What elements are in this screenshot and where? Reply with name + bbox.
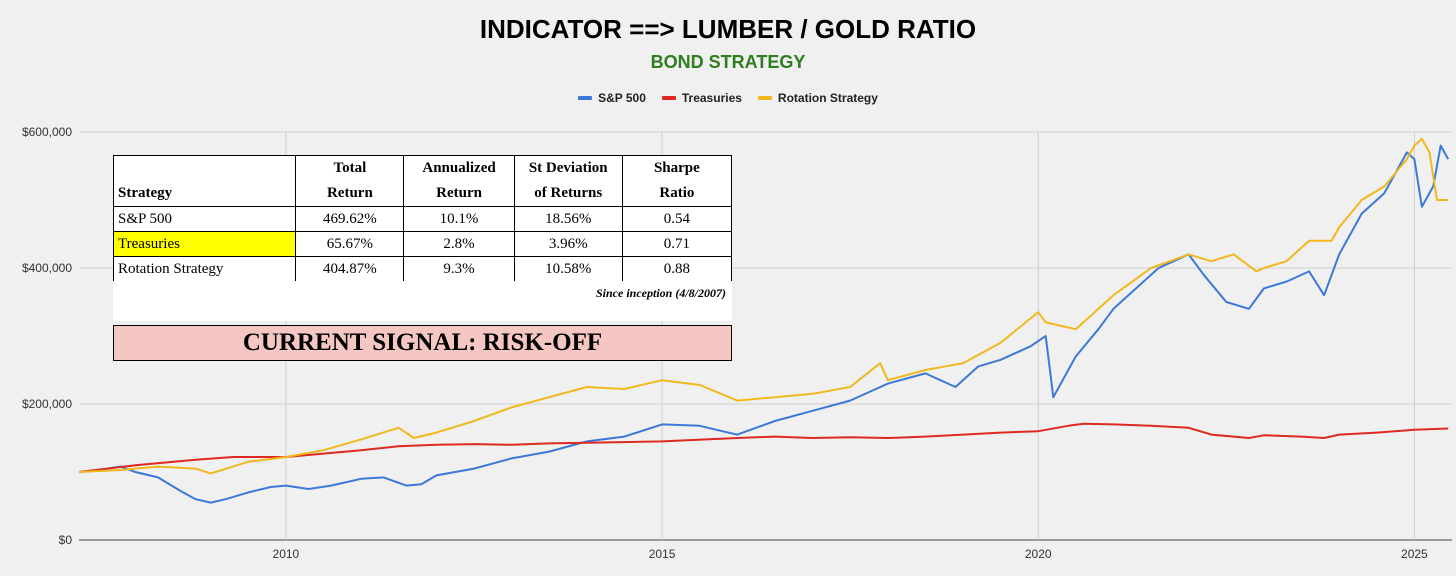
chart-subtitle: BOND STRATEGY — [650, 52, 806, 72]
legend-label-sp500: S&P 500 — [598, 91, 646, 105]
legend-item-rotation[interactable]: Rotation Strategy — [757, 91, 878, 105]
legend-label-treasuries: Treasuries — [681, 91, 742, 105]
series-lines — [78, 137, 1450, 504]
cell-annualized-return: 9.3% — [403, 256, 515, 282]
cell-total-return: 469.62% — [295, 206, 405, 232]
stats-table: Strategy Total Return Annualized Return St… — [112, 155, 733, 282]
series-line-treasuries — [78, 422, 1449, 473]
legend-label-rotation: Rotation Strategy — [777, 91, 878, 105]
cell-st-deviation: 3.96% — [513, 231, 623, 257]
table-row: Treasuries 65.67% 2.8% 3.96% 0.71 — [112, 231, 733, 257]
cell-sharpe-ratio: 0.54 — [621, 206, 733, 232]
series-line-sp500 — [78, 144, 1450, 504]
y-tick-label: $400,000 — [22, 261, 72, 275]
cell-strategy: Rotation Strategy — [112, 256, 297, 282]
cell-st-deviation: 18.56% — [513, 206, 623, 232]
y-tick-label: $200,000 — [22, 397, 72, 411]
current-signal-banner: CURRENT SIGNAL: RISK-OFF — [113, 325, 732, 361]
legend-swatch-sp500 — [578, 96, 593, 100]
cell-annualized-return: 2.8% — [403, 231, 515, 257]
chart-title: INDICATOR ==> LUMBER / GOLD RATIO — [479, 14, 977, 44]
x-axis-labels: 2010 2015 2020 2025 — [273, 547, 1429, 561]
x-tick-label: 2010 — [273, 547, 300, 561]
legend-swatch-rotation — [757, 96, 772, 100]
cell-sharpe-ratio: 0.71 — [621, 231, 733, 257]
y-tick-label: $600,000 — [22, 125, 72, 139]
series-line-rotation — [78, 137, 1449, 475]
footnote-box: Since inception (4/8/2007) — [113, 281, 732, 321]
header-strategy: Strategy — [112, 155, 297, 207]
legend-item-treasuries[interactable]: Treasuries — [661, 91, 742, 105]
header-annualized-return: Annualized Return — [403, 155, 515, 207]
cell-sharpe-ratio: 0.88 — [621, 256, 733, 282]
y-tick-label: $0 — [59, 533, 73, 547]
cell-total-return: 65.67% — [295, 231, 405, 257]
cell-strategy: Treasuries — [112, 231, 297, 257]
cell-annualized-return: 10.1% — [403, 206, 515, 232]
x-tick-label: 2025 — [1401, 547, 1428, 561]
stats-header-row: Strategy Total Return Annualized Return St… — [112, 155, 733, 207]
header-sharpe-ratio: Sharpe Ratio — [621, 155, 733, 207]
x-tick-label: 2020 — [1025, 547, 1052, 561]
y-axis-labels: $0 $200,000 $400,000 $600,000 — [22, 125, 72, 547]
legend: S&P 500 Treasuries Rotation Strategy — [0, 91, 1456, 105]
cell-st-deviation: 10.58% — [513, 256, 623, 282]
table-row: Rotation Strategy 404.87% 9.3% 10.58% 0.… — [112, 256, 733, 282]
cell-strategy: S&P 500 — [112, 206, 297, 232]
header-st-deviation: St Deviation of Returns — [513, 155, 623, 207]
inception-footnote: Since inception (4/8/2007) — [596, 286, 726, 300]
legend-swatch-treasuries — [661, 96, 676, 100]
legend-item-sp500[interactable]: S&P 500 — [578, 91, 646, 105]
cell-total-return: 404.87% — [295, 256, 405, 282]
x-tick-label: 2015 — [649, 547, 676, 561]
header-total-return: Total Return — [295, 155, 405, 207]
table-row: S&P 500 469.62% 10.1% 18.56% 0.54 — [112, 206, 733, 232]
